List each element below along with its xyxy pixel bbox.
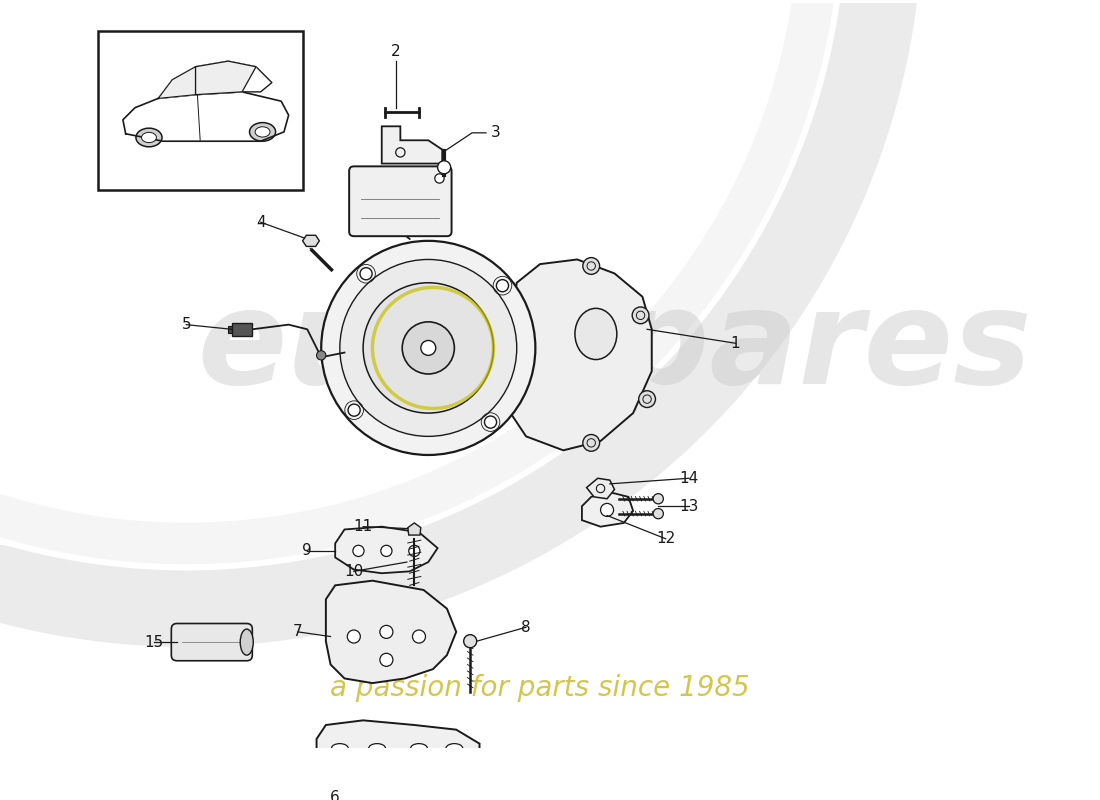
Circle shape (434, 174, 444, 183)
Text: 15: 15 (144, 634, 163, 650)
Circle shape (632, 307, 649, 324)
Circle shape (412, 630, 426, 643)
Polygon shape (317, 720, 480, 771)
Polygon shape (326, 581, 456, 683)
Text: 3: 3 (491, 126, 501, 140)
Ellipse shape (255, 126, 270, 137)
Circle shape (496, 280, 508, 292)
Circle shape (464, 634, 476, 648)
Text: 11: 11 (353, 519, 373, 534)
Circle shape (583, 434, 600, 451)
Text: 7: 7 (293, 624, 303, 639)
Text: eurospares: eurospares (197, 285, 1032, 411)
Circle shape (601, 503, 614, 517)
Ellipse shape (331, 744, 349, 753)
Circle shape (317, 350, 326, 360)
Text: 2: 2 (390, 44, 400, 59)
Circle shape (360, 268, 372, 280)
Polygon shape (507, 259, 651, 450)
Text: 4: 4 (256, 214, 265, 230)
Ellipse shape (136, 128, 162, 147)
Ellipse shape (240, 629, 253, 655)
Circle shape (653, 494, 663, 504)
Circle shape (379, 654, 393, 666)
Ellipse shape (142, 132, 156, 142)
Circle shape (403, 322, 454, 374)
Ellipse shape (368, 744, 385, 753)
Text: a passion for parts since 1985: a passion for parts since 1985 (330, 674, 750, 702)
Circle shape (484, 416, 496, 428)
Text: 6: 6 (330, 790, 340, 800)
Circle shape (583, 258, 600, 274)
Polygon shape (586, 478, 615, 498)
Circle shape (379, 626, 393, 638)
Polygon shape (158, 66, 196, 98)
Ellipse shape (250, 122, 276, 142)
Polygon shape (382, 126, 442, 163)
Circle shape (348, 404, 360, 416)
Polygon shape (196, 61, 256, 94)
Bar (232, 322, 252, 336)
Text: 8: 8 (521, 620, 531, 634)
Circle shape (438, 161, 451, 174)
FancyBboxPatch shape (172, 623, 252, 661)
Text: 9: 9 (302, 543, 312, 558)
Circle shape (353, 546, 364, 557)
Ellipse shape (575, 308, 617, 359)
Circle shape (348, 630, 361, 643)
Polygon shape (336, 526, 438, 574)
Circle shape (653, 509, 663, 518)
Circle shape (639, 390, 656, 407)
Polygon shape (582, 492, 634, 526)
Ellipse shape (410, 744, 428, 753)
Text: 1: 1 (730, 336, 740, 350)
Circle shape (321, 241, 536, 455)
Bar (98, 31, 302, 190)
FancyBboxPatch shape (349, 166, 452, 236)
Ellipse shape (446, 744, 463, 753)
Polygon shape (408, 523, 421, 535)
Polygon shape (123, 92, 288, 142)
Polygon shape (302, 235, 319, 246)
Circle shape (409, 546, 420, 557)
Text: 5: 5 (182, 317, 191, 332)
Circle shape (381, 546, 392, 557)
Circle shape (340, 259, 517, 436)
Text: 14: 14 (680, 470, 698, 486)
Text: 12: 12 (656, 531, 675, 546)
Bar (228, 326, 232, 333)
Text: 13: 13 (680, 498, 698, 514)
Circle shape (363, 282, 494, 413)
Circle shape (421, 341, 436, 355)
Text: 10: 10 (344, 564, 363, 579)
Polygon shape (158, 61, 272, 98)
